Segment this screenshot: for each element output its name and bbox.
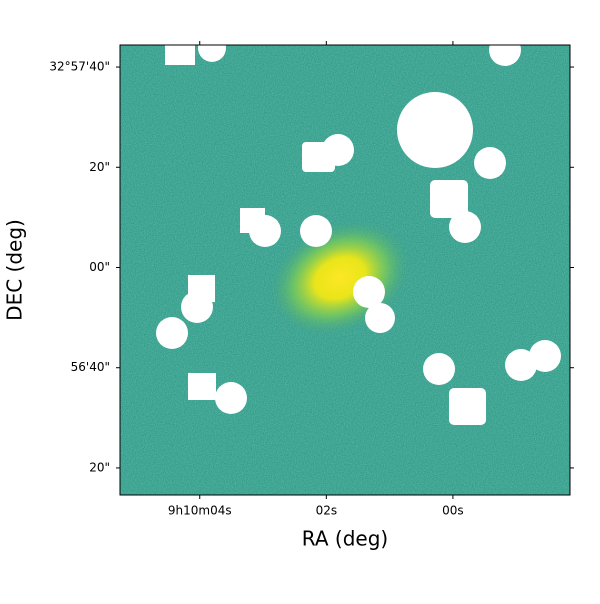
y-axis-label: DEC (deg): [3, 219, 27, 321]
image: [120, 45, 570, 495]
y-tick-label: 20": [89, 160, 110, 174]
y-tick-label: 00": [89, 260, 110, 274]
y-tick-label: 32°57'40": [49, 60, 110, 74]
x-tick-label: 9h10m04s: [168, 504, 232, 518]
x-axis-label: RA (deg): [302, 527, 388, 551]
y-tick-label: 56'40": [71, 360, 110, 374]
masks: [156, 45, 561, 425]
y-tick-label: 20": [89, 460, 110, 474]
x-tick-label: 00s: [442, 504, 464, 518]
frame: [119, 44, 571, 496]
x-tick-label: 02s: [316, 504, 338, 518]
